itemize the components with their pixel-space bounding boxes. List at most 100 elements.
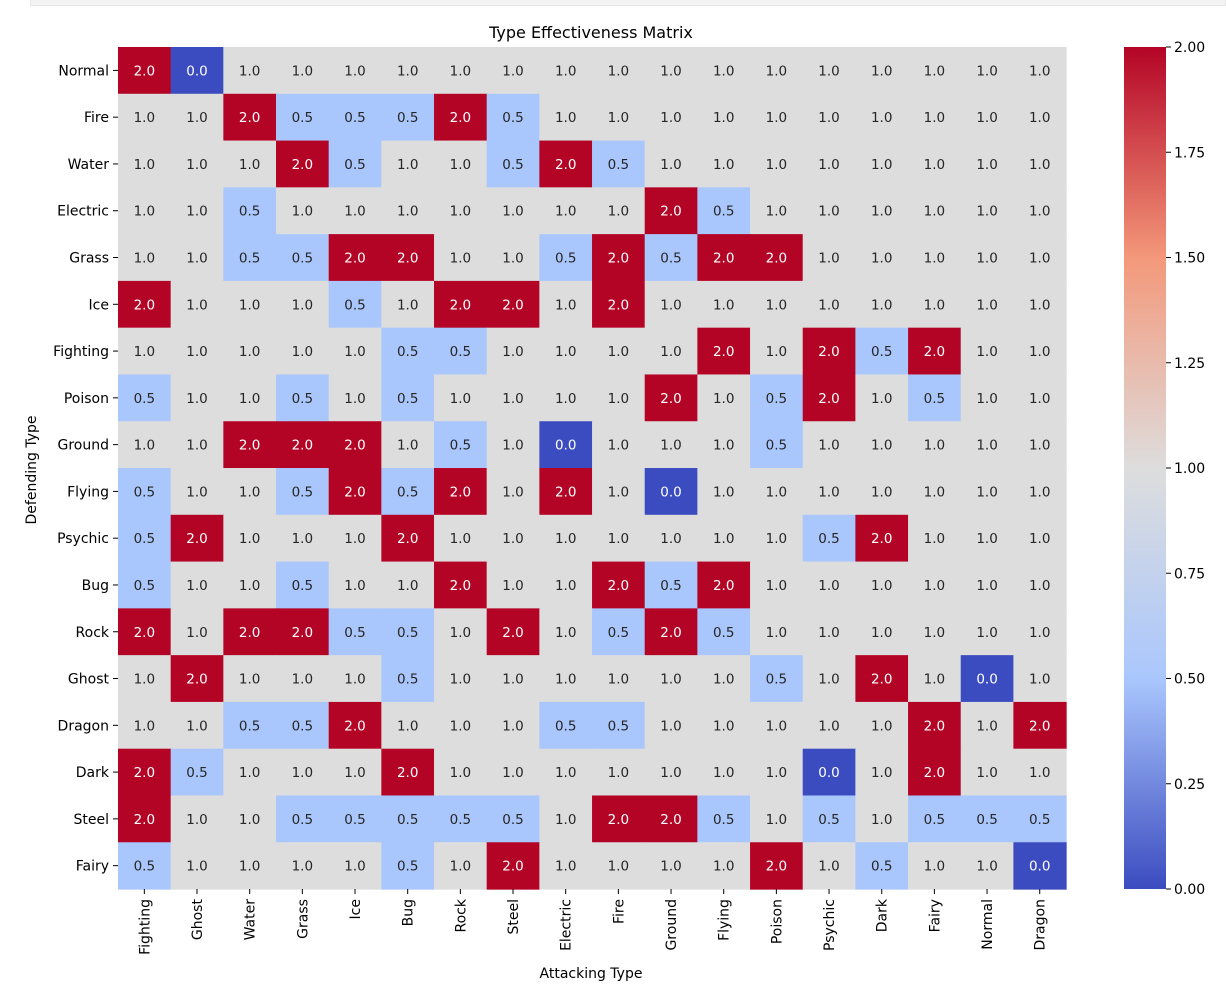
heatmap-cell: [750, 795, 804, 843]
cell-value-label: 1.0: [555, 812, 576, 828]
cell-value-label: 1.0: [186, 204, 207, 220]
heatmap-cell: [908, 47, 962, 95]
heatmap-cell: [276, 140, 330, 188]
heatmap-cell: [434, 140, 488, 188]
cell-value-label: 1.0: [502, 765, 523, 781]
cell-value-label: 1.0: [502, 204, 523, 220]
cell-value-label: 1.0: [555, 391, 576, 407]
heatmap-cell: [908, 701, 962, 750]
cell-value-label: 2.0: [608, 297, 629, 313]
cell-value-label: 2.0: [239, 625, 260, 641]
y-tick-label: Rock: [76, 625, 110, 641]
y-tick-label: Dragon: [58, 718, 109, 734]
heatmap-cell: [697, 608, 751, 656]
cell-value-label: 0.5: [555, 718, 576, 734]
heatmap-cell: [486, 795, 540, 843]
cell-value-label: 2.0: [397, 531, 418, 547]
cell-value-label: 1.0: [450, 531, 471, 547]
heatmap-cell: [697, 234, 751, 282]
cell-value-label: 0.5: [397, 484, 418, 500]
heatmap-cell: [118, 187, 172, 235]
heatmap-cell: [802, 561, 856, 609]
cell-value-label: 1.0: [344, 391, 365, 407]
heatmap-cell: [592, 140, 646, 188]
cell-value-label: 1.0: [502, 672, 523, 688]
cell-value-label: 1.0: [871, 765, 892, 781]
cell-value-label: 2.0: [924, 765, 945, 781]
cell-value-label: 0.5: [924, 812, 945, 828]
heatmap-cell: [697, 280, 751, 329]
heatmap-cell: [276, 608, 330, 656]
cell-value-label: 1.0: [818, 438, 839, 454]
cell-value-label: 2.0: [134, 297, 155, 313]
cell-value-label: 1.0: [186, 110, 207, 126]
heatmap-cell: [434, 468, 488, 516]
y-tick-label: Normal: [58, 63, 109, 79]
heatmap-cell: [223, 795, 277, 843]
cell-value-label: 1.0: [186, 484, 207, 500]
x-tick-label: Steel: [506, 899, 522, 935]
heatmap-cell: [750, 234, 804, 282]
cell-value-label: 1.0: [713, 531, 734, 547]
cell-value-label: 2.0: [292, 625, 313, 641]
cell-value-label: 2.0: [608, 812, 629, 828]
heatmap-cell: [592, 842, 646, 890]
cell-value-label: 1.0: [871, 297, 892, 313]
cell-value-label: 2.0: [344, 438, 365, 454]
y-tick-label: Fighting: [53, 344, 109, 360]
cell-value-label: 2.0: [713, 578, 734, 594]
chart-title: Type Effectiveness Matrix: [488, 23, 693, 42]
cell-value-label: 1.0: [766, 344, 787, 360]
heatmap-cell: [855, 234, 909, 282]
heatmap-cell: [434, 280, 488, 329]
cell-value-label: 1.0: [976, 859, 997, 875]
cell-value-label: 1.0: [1029, 344, 1050, 360]
cell-value-label: 1.0: [871, 812, 892, 828]
cell-value-label: 1.0: [660, 110, 681, 126]
cell-value-label: 1.0: [134, 251, 155, 267]
cell-value-label: 0.5: [397, 625, 418, 641]
cell-value-label: 1.0: [502, 251, 523, 267]
cell-value-label: 0.0: [555, 438, 576, 454]
heatmap-cell: [1013, 514, 1067, 563]
heatmap-cell: [802, 795, 856, 843]
heatmap-cell: [960, 280, 1014, 329]
heatmap-cell: [1013, 327, 1067, 376]
heatmap-cell: [592, 187, 646, 235]
heatmap-cell: [539, 421, 593, 469]
cell-value-label: 1.0: [713, 672, 734, 688]
cell-value-label: 1.0: [1029, 438, 1050, 454]
cell-value-label: 0.5: [818, 812, 839, 828]
cell-value-label: 1.0: [976, 718, 997, 734]
heatmap-cell: [1013, 93, 1067, 142]
heatmap-cell: [697, 93, 751, 142]
cell-value-label: 0.5: [397, 859, 418, 875]
cell-value-label: 1.0: [450, 672, 471, 688]
heatmap-cell: [170, 47, 224, 95]
y-axis-label: Defending Type: [24, 416, 40, 525]
colorbar-tick-label: 0.75: [1174, 566, 1205, 582]
cell-value-label: 1.0: [976, 625, 997, 641]
heatmap-cell: [644, 608, 698, 656]
cell-value-label: 1.0: [660, 344, 681, 360]
x-tick-label: Flying: [717, 899, 733, 941]
heatmap-cell: [223, 187, 277, 235]
cell-value-label: 1.0: [186, 344, 207, 360]
heatmap-cell: [592, 748, 646, 797]
cell-value-label: 1.0: [186, 297, 207, 313]
heatmap-cell: [855, 795, 909, 843]
heatmap-cell: [802, 187, 856, 235]
cell-value-label: 2.0: [450, 110, 471, 126]
x-tick-label: Fairy: [927, 899, 943, 932]
y-tick-label: Electric: [57, 204, 109, 220]
heatmap-cell: [592, 701, 646, 750]
heatmap-cell: [328, 47, 382, 95]
x-tick-label: Fire: [611, 899, 627, 924]
heatmap-cell: [855, 842, 909, 890]
heatmap-cell: [170, 514, 224, 563]
heatmap-cell: [486, 93, 540, 142]
heatmap-cell: [960, 655, 1014, 703]
cell-value-label: 1.0: [344, 344, 365, 360]
heatmap-cell: [170, 608, 224, 656]
heatmap-cell: [802, 93, 856, 142]
